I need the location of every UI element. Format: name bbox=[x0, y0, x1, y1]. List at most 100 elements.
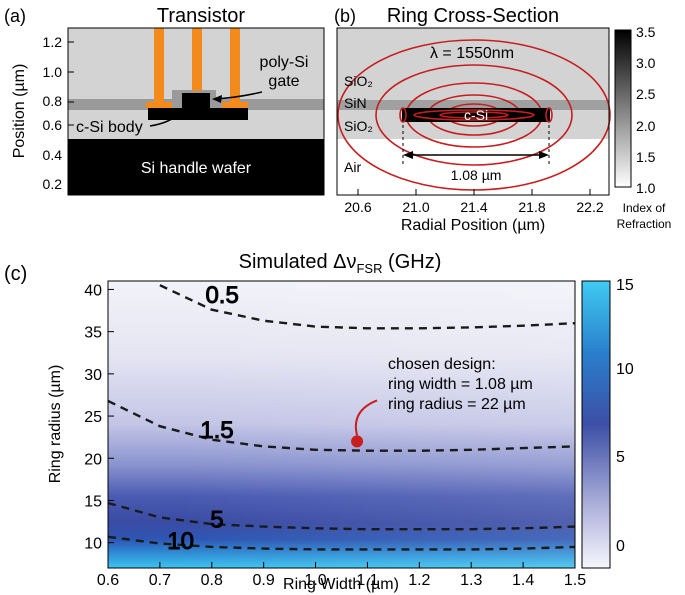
contour-line bbox=[159, 284, 575, 330]
contour-line bbox=[108, 399, 575, 452]
panel-c-ylabel: Ring radius (µm) bbox=[47, 365, 64, 484]
panel-b-xaxis: 20.6 21.0 21.4 21.8 22.2 bbox=[344, 189, 604, 215]
contour-lines bbox=[108, 284, 575, 551]
panel-c-colorbar-ticks: 15 10 5 0 bbox=[616, 277, 634, 555]
panel-a-ytick: 0.4 bbox=[43, 147, 63, 163]
chosen-design-marker bbox=[351, 435, 364, 448]
annotation-line-3: ring radius = 22 µm bbox=[388, 396, 526, 413]
y-tick-label: 35 bbox=[84, 325, 102, 342]
y-tick-label: 30 bbox=[84, 367, 102, 384]
annotation-line-2: ring width = 1.08 µm bbox=[388, 376, 533, 393]
cbar-c-tick: 10 bbox=[616, 361, 634, 378]
panel-a: (a) Transistor 1.2 1.0 0.8 0.6 0.4 0.2 P bbox=[4, 5, 325, 196]
panel-a-frame bbox=[67, 27, 325, 196]
panel-b-xtick: 21.8 bbox=[518, 199, 545, 215]
panel-b-colorbar-ticks: 3.5 3.0 2.5 2.0 1.5 1.0 bbox=[636, 24, 656, 196]
cbar-c-tick: 0 bbox=[616, 538, 625, 555]
contour-label: 1.5 bbox=[200, 417, 233, 444]
contact-source-pad bbox=[146, 102, 172, 108]
panel-a-ytick: 0.2 bbox=[43, 176, 63, 192]
panel-b-xtick: 22.2 bbox=[576, 199, 603, 215]
arrow-body-head bbox=[173, 111, 183, 120]
x-tick-label: 0.9 bbox=[253, 572, 275, 589]
cbar-b-label-1: Index of bbox=[623, 201, 666, 215]
contact-drain bbox=[230, 28, 240, 108]
contour-label: 0.5 bbox=[205, 282, 238, 309]
panel-b-colorbar bbox=[614, 29, 632, 188]
cbar-c-tick: 15 bbox=[616, 277, 634, 294]
label-handle-wafer: Si handle wafer bbox=[141, 160, 252, 177]
mode-core-contours bbox=[413, 109, 535, 121]
y-tick-label: 20 bbox=[84, 451, 102, 468]
y-tick-label: 15 bbox=[84, 493, 102, 510]
cbar-b-label-2: Refraction bbox=[617, 217, 672, 231]
cbar-b-tick: 2.0 bbox=[636, 118, 656, 134]
x-tick-label: 0.8 bbox=[201, 572, 223, 589]
cs-air-region bbox=[337, 139, 609, 195]
panel-b-xtick: 21.0 bbox=[402, 199, 429, 215]
x-tick-label: 0.6 bbox=[97, 572, 119, 589]
panel-a-ylabel: Position (µm) bbox=[11, 64, 28, 159]
annotation-leader bbox=[354, 399, 378, 436]
contour-label: 5 bbox=[210, 506, 223, 533]
poly-si-gate bbox=[182, 93, 210, 108]
arrow-gate-head bbox=[212, 95, 222, 103]
label-c-si-body: c-Si body bbox=[76, 119, 143, 136]
panel-b-letter: (b) bbox=[334, 6, 356, 26]
label-width: 1.08 µm bbox=[451, 167, 502, 183]
panel-a-ytick: 1.0 bbox=[43, 64, 63, 80]
panel-c-colorbar bbox=[581, 280, 611, 569]
panel-b-xtick: 21.4 bbox=[460, 199, 487, 215]
dim-arrow-right bbox=[539, 151, 549, 159]
y-tick-label: 25 bbox=[84, 409, 102, 426]
annotation-line-1: chosen design: bbox=[388, 356, 496, 373]
label-sin: SiN bbox=[344, 95, 367, 111]
panel-b-xlabel: Radial Position (µm) bbox=[401, 217, 545, 234]
heatmap bbox=[108, 281, 575, 568]
panel-c-frame bbox=[107, 280, 576, 569]
cbar-c-tick: 5 bbox=[616, 449, 625, 466]
panel-b-xtick: 20.6 bbox=[344, 199, 371, 215]
contour-label: 10 bbox=[167, 528, 194, 555]
x-tick-label: 1.1 bbox=[356, 572, 378, 589]
cs-sin-layer bbox=[337, 100, 609, 110]
label-sio2-top: SiO₂ bbox=[344, 73, 373, 89]
cbar-b-tick: 2.5 bbox=[636, 86, 656, 102]
mode-edge-lobes bbox=[399, 107, 553, 123]
panel-a-ytick: 0.6 bbox=[43, 117, 63, 133]
cbar-b-tick: 3.0 bbox=[636, 55, 656, 71]
cbar-b-tick: 1.5 bbox=[636, 149, 656, 165]
dim-arrow-left bbox=[403, 151, 413, 159]
label-air: Air bbox=[344, 159, 361, 175]
x-tick-label: 1.3 bbox=[460, 572, 482, 589]
x-tick-label: 1.0 bbox=[304, 572, 326, 589]
panel-c-axes: 0.6 0.7 0.8 0.9 1.0 1.1 1.2 1.3 1.4 1.5 10 15 20 25 30… bbox=[84, 282, 586, 589]
panel-a-ytick: 0.8 bbox=[43, 93, 63, 109]
panel-b-frame bbox=[336, 27, 610, 196]
cbar-b-tick: 3.5 bbox=[636, 24, 656, 40]
panel-c-xlabel: Ring Width (µm) bbox=[283, 576, 399, 593]
contact-gate bbox=[192, 28, 202, 91]
panel-a-title: Transistor bbox=[157, 5, 246, 27]
contour-labels: 0.5 1.5 5 10 bbox=[167, 282, 240, 556]
label-sio2-bottom: SiO₂ bbox=[344, 118, 373, 134]
cbar-b-tick: 1.0 bbox=[636, 180, 656, 196]
label-core: c-Si bbox=[464, 107, 488, 123]
x-tick-label: 0.7 bbox=[149, 572, 171, 589]
panel-a-ytick: 1.2 bbox=[43, 34, 63, 50]
x-tick-label: 1.4 bbox=[512, 572, 534, 589]
label-gate: gate bbox=[268, 73, 299, 90]
c-si-body bbox=[148, 108, 248, 120]
panel-a-letter: (a) bbox=[4, 6, 26, 26]
y-tick-label: 10 bbox=[84, 536, 102, 553]
panel-b-title: Ring Cross-Section bbox=[387, 5, 559, 27]
contact-drain-pad bbox=[222, 102, 248, 108]
contact-source bbox=[154, 28, 164, 108]
y-tick-label: 40 bbox=[84, 282, 102, 299]
panel-c-title: Simulated ΔνFSR (GHz) bbox=[239, 251, 442, 276]
label-wavelength: λ = 1550nm bbox=[430, 45, 514, 62]
panel-b: (b) Ring Cross-Section c-Si λ = 1550nm S… bbox=[334, 5, 671, 234]
x-tick-label: 1.5 bbox=[564, 572, 586, 589]
x-tick-label: 1.2 bbox=[408, 572, 430, 589]
